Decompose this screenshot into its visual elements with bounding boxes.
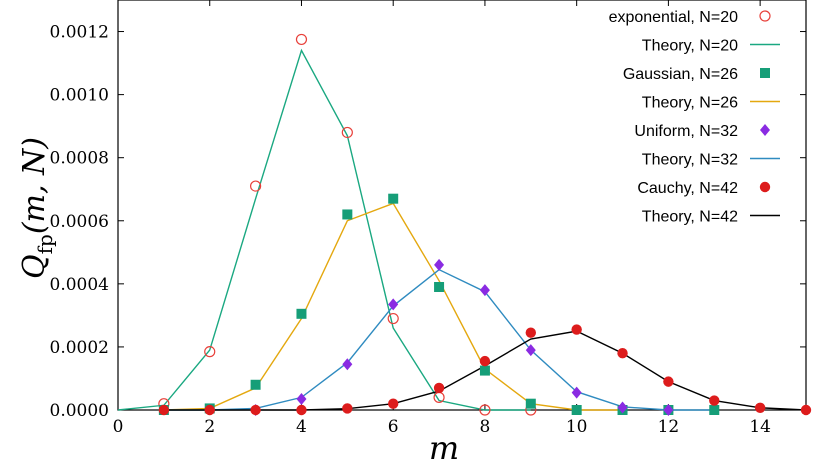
data-point [709,395,720,406]
y-axis-title-sub: fp [33,234,57,254]
legend-label: Theory, N=42 [642,209,738,226]
legend-item: Theory, N=20 [642,38,780,55]
data-point [342,358,353,371]
data-point [434,258,445,271]
data-point [571,405,582,415]
data-point [479,355,491,367]
data-point [250,379,261,390]
data-point [250,180,262,192]
data-point [342,403,353,414]
legend-label: Theory, N=26 [642,95,738,112]
legend-item: Cauchy, N=42 [637,180,771,197]
y-tick-label: 0.0008 [50,149,109,169]
x-tick-label: 12 [658,417,680,437]
legend-item: Theory, N=26 [642,95,780,112]
data-point [388,298,399,311]
series-1 [117,48,531,411]
data-point [388,193,399,204]
data-point [800,404,812,416]
series-line [117,48,531,411]
data-point [342,209,353,220]
y-tick-label: 0.0012 [50,23,109,43]
data-point [434,282,445,292]
legend-item: Gaussian, N=26 [623,66,770,83]
legend-label: Cauchy, N=42 [637,180,738,197]
legend-marker-swatch [760,124,770,136]
x-tick-label: 2 [204,417,215,437]
data-point [479,284,490,297]
legend-marker-swatch [760,68,770,78]
data-point [525,327,536,338]
data-point [663,376,674,387]
data-point [479,365,490,376]
plot-area [117,0,807,411]
y-tick-label: 0.0000 [50,401,109,421]
legend-marker-swatch [759,10,771,22]
data-point [204,404,215,416]
data-point [433,382,445,394]
y-axis-title-args: (m, N) [17,137,52,234]
series-4 [250,258,674,416]
data-point [617,401,628,414]
data-point [754,402,766,413]
data-point [479,404,491,416]
y-axis-title: Qfp(m, N) [17,137,57,279]
x-tick-label: 4 [296,417,307,437]
data-point [571,324,582,335]
y-tick-label: 0.0006 [50,212,109,232]
data-point [296,392,307,405]
series-layer [117,33,812,416]
data-point [571,386,582,399]
data-point [158,404,170,416]
data-point [204,346,216,358]
plot-frame [117,0,807,411]
legend: exponential, N=20 Theory, N=20 Gaussian, N… [609,9,780,226]
legend-marker-swatch [759,181,771,193]
legend-item: Theory, N=32 [642,152,780,169]
data-point [388,398,399,409]
axes: 0 2 4 6 8 10 12 14 0.0000 0.0002 0.0004 0.0006 0.000… [50,0,806,437]
legend-item: exponential, N=20 [609,9,771,26]
legend-label: Theory, N=20 [642,38,738,55]
y-tick-label: 0.0002 [50,338,109,358]
data-point [617,348,628,359]
legend-label: Uniform, N=32 [634,123,738,140]
series-6 [158,324,812,416]
y-axis-title-main: Q [17,254,52,279]
legend-item: Uniform, N=32 [634,123,770,140]
data-point [296,404,307,416]
x-tick-label: 10 [566,417,588,437]
data-point [295,33,308,46]
x-tick-label: 6 [388,417,399,437]
data-point [525,344,536,357]
x-tick-label: 0 [113,417,124,437]
data-point [341,126,353,139]
x-tick-label: 14 [749,417,771,437]
data-point [296,308,307,319]
legend-label: Gaussian, N=26 [623,66,738,83]
data-point [250,404,261,416]
series-2 [158,193,720,415]
data-point [387,312,399,325]
x-axis-title: m [429,429,459,466]
legend-label: exponential, N=20 [609,9,739,26]
x-tick-label: 8 [480,417,491,437]
y-tick-label: 0.0010 [50,86,109,106]
data-point [663,404,674,416]
legend-item: Theory, N=42 [642,209,780,226]
y-tick-label: 0.0004 [50,275,109,295]
data-point [525,398,536,409]
legend-label: Theory, N=32 [642,152,738,169]
data-point [709,405,720,415]
